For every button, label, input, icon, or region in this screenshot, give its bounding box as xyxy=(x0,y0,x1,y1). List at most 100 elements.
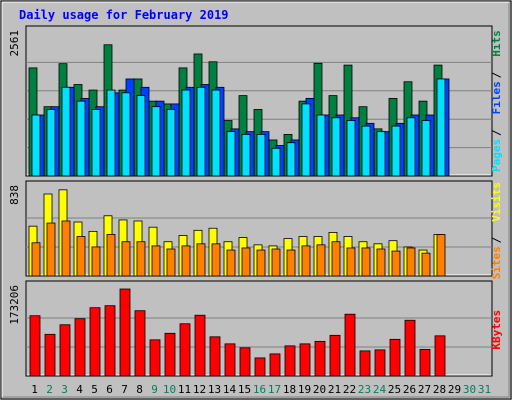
bar-pages-day-1 xyxy=(31,114,41,177)
day-label-14: 14 xyxy=(223,383,237,396)
legend-files: Files xyxy=(490,81,503,114)
bar-kbytes-day-15 xyxy=(239,347,251,377)
bar-kbytes-day-2 xyxy=(44,333,56,377)
day-label-7: 7 xyxy=(121,383,128,396)
bar-sites-day-5 xyxy=(91,246,101,277)
legend-sites: Sites xyxy=(490,246,503,279)
bar-sites-day-17 xyxy=(271,248,281,277)
day-label-28: 28 xyxy=(433,383,446,396)
day-label-3: 3 xyxy=(61,383,68,396)
bar-kbytes-day-8 xyxy=(134,310,146,377)
bar-pages-day-22 xyxy=(346,120,356,177)
bar-sites-day-27 xyxy=(421,252,431,277)
y-max-label: 2561 xyxy=(8,30,21,57)
legend-separator: / xyxy=(490,236,503,243)
day-label-12: 12 xyxy=(193,383,206,396)
day-label-6: 6 xyxy=(106,383,113,396)
y-max-label: 173206 xyxy=(8,285,21,325)
bar-sites-day-3 xyxy=(61,220,71,277)
bar-pages-day-7 xyxy=(121,92,131,177)
day-label-11: 11 xyxy=(178,383,191,396)
bar-pages-day-18 xyxy=(286,142,296,177)
bar-sites-day-2 xyxy=(46,222,56,277)
bar-sites-day-15 xyxy=(241,247,251,277)
day-label-4: 4 xyxy=(76,383,83,396)
bar-kbytes-day-6 xyxy=(104,305,116,377)
bar-kbytes-day-22 xyxy=(344,313,356,377)
bar-sites-day-21 xyxy=(331,241,341,277)
bar-kbytes-day-19 xyxy=(299,343,311,377)
day-label-30: 30 xyxy=(463,383,476,396)
bar-kbytes-day-9 xyxy=(149,339,161,377)
bar-pages-day-14 xyxy=(226,131,236,177)
bar-sites-day-14 xyxy=(226,249,236,277)
bar-sites-day-19 xyxy=(301,245,311,277)
bar-pages-day-8 xyxy=(136,95,146,177)
day-label-26: 26 xyxy=(403,383,416,396)
bar-sites-day-4 xyxy=(76,236,86,277)
day-label-25: 25 xyxy=(388,383,401,396)
bar-pages-day-17 xyxy=(271,147,281,177)
bar-kbytes-day-10 xyxy=(164,332,176,377)
bar-pages-day-25 xyxy=(391,125,401,177)
day-label-10: 10 xyxy=(163,383,176,396)
day-label-9: 9 xyxy=(151,383,158,396)
bar-pages-day-21 xyxy=(331,117,341,177)
bar-kbytes-day-18 xyxy=(284,345,296,377)
bar-sites-day-20 xyxy=(316,244,326,277)
bar-kbytes-day-1 xyxy=(29,315,41,377)
day-label-13: 13 xyxy=(208,383,221,396)
bar-kbytes-day-28 xyxy=(434,335,446,377)
chart-panel-hits-files-pages: 2561 Pages / Files / Hits xyxy=(8,25,503,177)
day-label-16: 16 xyxy=(253,383,266,396)
day-label-17: 17 xyxy=(268,383,281,396)
legend-visits: Visits xyxy=(490,182,503,222)
bar-sites-day-10 xyxy=(166,248,176,277)
day-label-5: 5 xyxy=(91,383,98,396)
bar-pages-day-3 xyxy=(61,86,71,177)
bar-sites-day-24 xyxy=(376,248,386,277)
day-label-8: 8 xyxy=(136,383,143,396)
day-label-2: 2 xyxy=(46,383,53,396)
bar-sites-day-28 xyxy=(436,234,446,277)
bar-pages-day-6 xyxy=(106,89,116,177)
bar-pages-day-20 xyxy=(316,114,326,177)
day-label-31: 31 xyxy=(478,383,491,396)
bar-kbytes-day-14 xyxy=(224,343,236,377)
day-label-29: 29 xyxy=(448,383,461,396)
bar-pages-day-16 xyxy=(256,134,266,177)
bar-pages-day-23 xyxy=(361,125,371,177)
bar-sites-day-13 xyxy=(211,243,221,277)
bar-kbytes-day-11 xyxy=(179,323,191,377)
bar-kbytes-day-16 xyxy=(254,357,266,377)
bar-sites-day-1 xyxy=(31,242,41,277)
day-label-21: 21 xyxy=(328,383,341,396)
legend-hits: Hits xyxy=(490,30,503,57)
bar-kbytes-day-23 xyxy=(359,350,371,377)
day-axis-labels: 1 2 3 4 5 6 7 8 9 10 11 12 13 14 15 16 17 18 19 20 21 22 23 24 2… xyxy=(31,383,491,396)
bar-sites-day-8 xyxy=(136,241,146,277)
bar-pages-day-10 xyxy=(166,109,176,177)
bar-kbytes-day-26 xyxy=(404,319,416,377)
bar-kbytes-day-27 xyxy=(419,348,431,377)
bar-pages-day-26 xyxy=(406,117,416,177)
day-label-23: 23 xyxy=(358,383,371,396)
bar-kbytes-day-4 xyxy=(74,318,86,377)
bar-pages-day-15 xyxy=(241,134,251,177)
chart-panel-kbytes: 173206 KBytes xyxy=(8,280,503,377)
bar-kbytes-day-24 xyxy=(374,349,386,377)
bar-sites-day-25 xyxy=(391,250,401,277)
bar-sites-day-12 xyxy=(196,243,206,277)
legend-separator: / xyxy=(490,71,503,78)
bar-kbytes-day-21 xyxy=(329,334,341,377)
bar-kbytes-day-20 xyxy=(314,340,326,377)
bar-kbytes-day-7 xyxy=(119,288,131,377)
bar-pages-day-4 xyxy=(76,100,86,177)
day-label-15: 15 xyxy=(238,383,251,396)
bar-pages-day-5 xyxy=(91,109,101,177)
bar-pages-day-12 xyxy=(196,86,206,177)
day-label-1: 1 xyxy=(31,383,38,396)
chart-panel-visits-sites: 838 Sites / Visits xyxy=(8,180,503,279)
